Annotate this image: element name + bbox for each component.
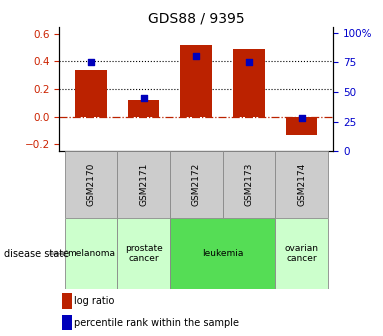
Bar [62, 293, 72, 308]
Title: GDS88 / 9395: GDS88 / 9395 [148, 12, 245, 26]
Bar [128, 100, 159, 117]
Point [193, 54, 200, 59]
Text: log ratio: log ratio [74, 296, 115, 306]
Bar [180, 45, 212, 117]
Text: GSM2174: GSM2174 [297, 163, 306, 206]
Bar [65, 218, 117, 289]
Text: GSM2173: GSM2173 [244, 163, 254, 207]
Point [246, 60, 252, 65]
Bar [275, 218, 328, 289]
Bar [75, 70, 107, 117]
Point [88, 60, 94, 65]
Text: leukemia: leukemia [202, 249, 243, 258]
Bar [223, 151, 275, 218]
Text: melanoma: melanoma [67, 249, 115, 258]
Bar [275, 151, 328, 218]
Bar [233, 49, 265, 117]
Bar [117, 151, 170, 218]
Bar [65, 151, 117, 218]
Bar [170, 151, 223, 218]
Point [299, 115, 305, 121]
Text: prostate
cancer: prostate cancer [125, 244, 162, 263]
Point [141, 95, 147, 100]
Text: percentile rank within the sample: percentile rank within the sample [74, 318, 239, 328]
Bar [62, 315, 72, 331]
Text: GSM2172: GSM2172 [192, 163, 201, 206]
Text: disease state: disease state [4, 249, 69, 259]
Text: GSM2170: GSM2170 [87, 163, 95, 207]
Bar [117, 218, 170, 289]
Text: ovarian
cancer: ovarian cancer [285, 244, 319, 263]
Text: GSM2171: GSM2171 [139, 163, 148, 207]
Bar [170, 218, 275, 289]
Bar [286, 117, 318, 135]
